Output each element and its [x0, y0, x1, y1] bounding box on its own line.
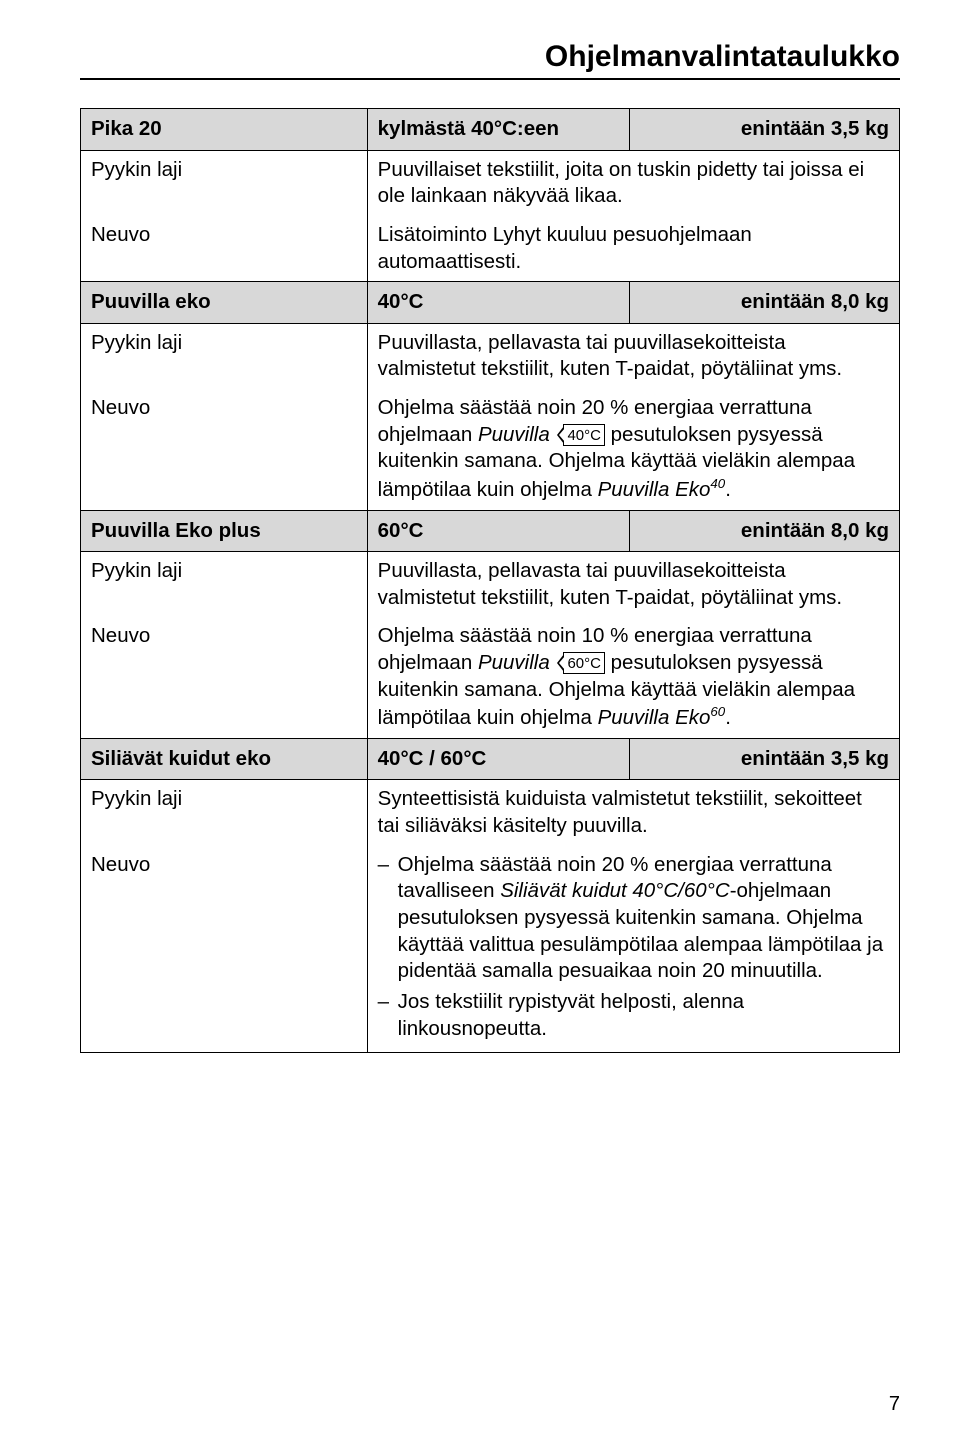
table-row: Pyykin lajiSynteettisistä kuiduista valm… [81, 780, 900, 846]
program-header-row: Puuvilla eko40°Cenintään 8,0 kg [81, 282, 900, 324]
neuvo-description: Ohjelma säästää noin 20 % energiaa verra… [367, 846, 899, 1053]
program-header-row: Pika 20kylmästä 40°C:eenenintään 3,5 kg [81, 109, 900, 151]
row-label-neuvo: Neuvo [81, 216, 368, 282]
superscript: 60 [710, 704, 725, 719]
program-ref: Siliävät kuidut 40°C/60°C [500, 879, 729, 902]
row-label-neuvo: Neuvo [81, 617, 368, 738]
program-max-load: enintään 8,0 kg [629, 282, 899, 324]
page-title: Ohjelmanvalintataulukko [80, 40, 900, 80]
program-max-load: enintään 3,5 kg [629, 738, 899, 780]
laji-description: Puuvillasta, pellavasta tai puuvillaseko… [367, 552, 899, 618]
program-ref: Puuvilla Eko [598, 706, 711, 729]
program-ref: Puuvilla [478, 423, 550, 446]
row-label-laji: Pyykin laji [81, 780, 368, 846]
table-row: NeuvoLisätoiminto Lyhyt kuuluu pesuohjel… [81, 216, 900, 282]
row-label-laji: Pyykin laji [81, 150, 368, 216]
table-row: Pyykin lajiPuuvillasta, pellavasta tai p… [81, 323, 900, 389]
page: Ohjelmanvalintataulukko Pika 20kylmästä … [0, 0, 960, 1442]
program-temperature: 40°C [367, 282, 629, 324]
program-name: Pika 20 [81, 109, 368, 151]
program-header-row: Puuvilla Eko plus60°Cenintään 8,0 kg [81, 510, 900, 552]
table-row: NeuvoOhjelma säästää noin 10 % energiaa … [81, 617, 900, 738]
row-label-laji: Pyykin laji [81, 323, 368, 389]
table-row: NeuvoOhjelma säästää noin 20 % energiaa … [81, 846, 900, 1053]
program-name: Siliävät kuidut eko [81, 738, 368, 780]
neuvo-description: Ohjelma säästää noin 10 % energiaa verra… [367, 617, 899, 738]
neuvo-description: Lisätoiminto Lyhyt kuuluu pesuohjelmaan … [367, 216, 899, 282]
program-ref: Puuvilla Eko [598, 478, 711, 501]
program-temperature: 40°C / 60°C [367, 738, 629, 780]
neuvo-description: Ohjelma säästää noin 20 % energiaa verra… [367, 389, 899, 510]
page-number: 7 [889, 1393, 900, 1416]
neuvo-list: Ohjelma säästää noin 20 % energiaa verra… [378, 852, 889, 1042]
program-name: Puuvilla Eko plus [81, 510, 368, 552]
list-item: Jos tekstiilit rypistyvät helposti, alen… [378, 989, 889, 1042]
table-row: NeuvoOhjelma säästää noin 20 % energiaa … [81, 389, 900, 510]
program-temperature: 60°C [367, 510, 629, 552]
program-header-row: Siliävät kuidut eko40°C / 60°Cenintään 3… [81, 738, 900, 780]
row-label-neuvo: Neuvo [81, 389, 368, 510]
program-temperature: kylmästä 40°C:een [367, 109, 629, 151]
program-name: Puuvilla eko [81, 282, 368, 324]
laji-description: Synteettisistä kuiduista valmistetut tek… [367, 780, 899, 846]
program-table: Pika 20kylmästä 40°C:eenenintään 3,5 kgP… [80, 108, 900, 1053]
superscript: 40 [710, 476, 725, 491]
program-ref: Puuvilla [478, 651, 550, 674]
table-row: Pyykin lajiPuuvillasta, pellavasta tai p… [81, 552, 900, 618]
laji-description: Puuvillaiset tekstiilit, joita on tuskin… [367, 150, 899, 216]
list-item: Ohjelma säästää noin 20 % energiaa verra… [378, 852, 889, 985]
temperature-symbol-icon: 40°C [563, 424, 605, 446]
row-label-laji: Pyykin laji [81, 552, 368, 618]
program-max-load: enintään 3,5 kg [629, 109, 899, 151]
program-max-load: enintään 8,0 kg [629, 510, 899, 552]
temperature-symbol-icon: 60°C [563, 652, 605, 674]
table-row: Pyykin lajiPuuvillaiset tekstiilit, joit… [81, 150, 900, 216]
row-label-neuvo: Neuvo [81, 846, 368, 1053]
laji-description: Puuvillasta, pellavasta tai puuvillaseko… [367, 323, 899, 389]
